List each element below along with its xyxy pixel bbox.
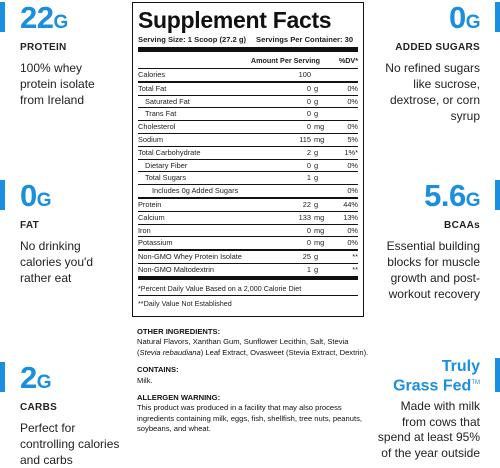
facts-rows: Calories 100 Total Fat 0 g 0% Saturated Fat 0 g 0… (138, 69, 358, 280)
protein-label: PROTEIN (20, 42, 67, 53)
facts-header: Amount Per Serving %DV* (138, 52, 358, 69)
protein-value: 22G (20, 0, 68, 35)
facts-row: Total Carbohydrate 2 g 1%* (138, 147, 358, 160)
accent-bar (0, 180, 5, 210)
grass-fed-title: Truly Grass FedTM (393, 358, 480, 395)
fat-value: 0G (20, 178, 52, 213)
other-ingredients-heading: OTHER INGREDIENTS: (137, 327, 221, 336)
facts-row: Calories 100 (138, 69, 358, 83)
contains-text: Milk. (137, 375, 153, 385)
facts-row: Trans Fat 0 g (138, 108, 358, 122)
fat-stat: 0G FAT No drinking calories you'd rather e… (20, 180, 93, 286)
facts-row: Dietary Fiber 0 g 0% (138, 160, 358, 173)
added-sugars-desc: No refined sugars like sucrose, dextrose, … (385, 61, 480, 123)
carbs-value: 2G (20, 360, 52, 395)
facts-row: Sodium 115 mg 5% (138, 134, 358, 147)
facts-row: Saturated Fat 0 g 0% (138, 96, 358, 109)
bcaa-stat: 5.6G BCAAs Essential building blocks for … (330, 178, 481, 302)
facts-footnote-dv: *Percent Daily Value Based on a 2,000 Ca… (138, 280, 358, 296)
facts-footnote-established: **Daily Value Not Established (138, 298, 232, 308)
added-sugars-stat: 0G ADDED SUGARS No refined sugars like su… (330, 2, 480, 124)
facts-row: Non-GMO Whey Protein Isolate 25 g ** (138, 251, 358, 264)
fat-desc: No drinking calories you'd rather eat (20, 239, 93, 285)
facts-row: Total Fat 0 g 0% (138, 83, 358, 96)
supplement-facts-title: Supplement Facts (138, 7, 332, 33)
allergen-heading: ALLERGEN WARNING: (137, 393, 221, 403)
protein-desc: 100% whey protein isolate from Ireland (20, 61, 95, 107)
carbs-label: CARBS (20, 402, 58, 413)
accent-bar (0, 2, 5, 32)
grass-fed-desc: Made with milk from cows that spend at lea… (377, 399, 480, 460)
facts-row: Iron 0 mg 0% (138, 225, 358, 238)
grass-fed-stat: Truly Grass FedTM Made with milk from cow… (330, 358, 480, 461)
facts-row: Non-GMO Maltodextrin 1 g ** (138, 264, 358, 280)
accent-bar (0, 362, 5, 392)
other-ingredients-text: Natural Flavors, Xanthan Gum, Sunflower … (137, 337, 369, 357)
bcaa-desc: Essential building blocks for muscle growt… (386, 239, 480, 301)
accent-bar (495, 2, 500, 32)
accent-bar (495, 358, 500, 392)
facts-row: Total Sugars 1 g (138, 172, 358, 186)
facts-row: Calcium 133 mg 13% (138, 212, 358, 225)
fat-label: FAT (20, 220, 40, 231)
supplement-facts-panel: Supplement Facts Serving Size: 1 Scoop (… (132, 2, 364, 317)
added-sugars-label: ADDED SUGARS (395, 42, 480, 53)
allergen-text: This product was produced in a facility … (137, 403, 362, 434)
protein-stat: 22G PROTEIN 100% whey protein isolate from… (20, 2, 95, 108)
accent-bar (495, 180, 500, 210)
contains-heading: CONTAINS: (137, 365, 179, 375)
carbs-stat: 2G CARBS Perfect for controlling calories… (20, 362, 119, 468)
bcaa-label: BCAAs (444, 220, 480, 231)
bcaa-value: 5.6G (424, 178, 480, 213)
facts-row: Protein 22 g 44% (138, 199, 358, 212)
ingredients-section: OTHER INGREDIENTS: Natural Flavors, Xant… (137, 327, 369, 435)
added-sugars-value: 0G (448, 0, 481, 35)
facts-row: Cholesterol 0 mg 0% (138, 121, 358, 134)
serving-info: Serving Size: 1 Scoop (27.2 g) Servings P… (138, 35, 358, 52)
facts-row: Includes 0g Added Sugars 0% (138, 185, 358, 199)
facts-row: Potassium 0 mg 0% (138, 237, 358, 252)
